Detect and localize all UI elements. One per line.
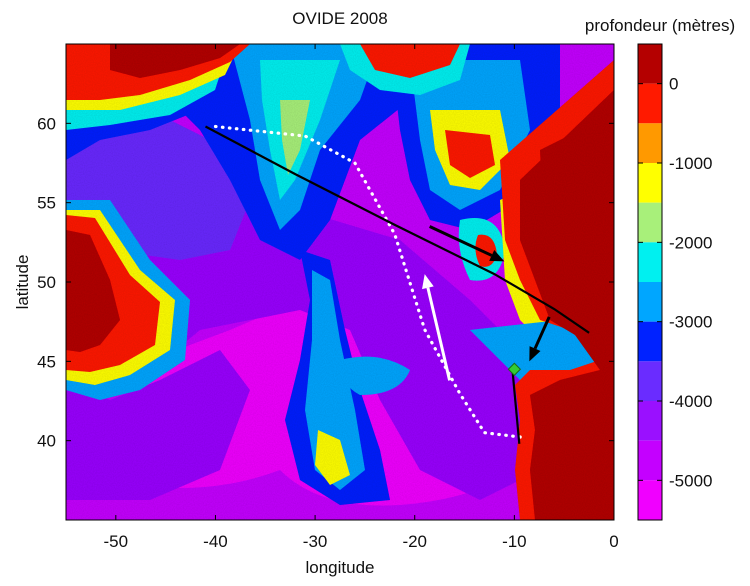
colorbar-band (638, 83, 662, 124)
y-axis-label: latitude (13, 255, 32, 310)
map-overlays (204, 124, 590, 444)
iceland-land (360, 44, 460, 78)
colorbar-band (638, 480, 662, 520)
ridge-top (280, 100, 310, 175)
flow-arrow-head (529, 346, 541, 362)
x-tick-label: -40 (203, 532, 228, 551)
flow-arrow (426, 287, 452, 381)
x-tick-label: -20 (402, 532, 427, 551)
dotted-track (213, 124, 526, 440)
colorbar-band (638, 44, 662, 84)
colorbar-tick-label: -5000 (669, 471, 712, 490)
colorbar-band (638, 361, 662, 401)
station-marker (507, 362, 522, 376)
x-tick-label: -10 (502, 532, 527, 551)
colorbar: 0 -1000 -2000 -3000 -4000 -5000 (637, 43, 712, 521)
coastal-segment (511, 369, 521, 444)
x-tick-label: -50 (104, 532, 129, 551)
flow-arrow-head (489, 250, 505, 262)
bathymetry-map (66, 44, 614, 520)
british-isles (540, 120, 614, 320)
y-tick-label: 55 (37, 194, 56, 213)
flow-arrow-head (422, 274, 434, 290)
colorbar-band (638, 202, 662, 243)
colorbar-band (638, 321, 662, 362)
flow-arrow (533, 316, 551, 350)
x-axis: -50 -40 -30 -20 -10 0 (104, 44, 619, 551)
colorbar-band (638, 163, 662, 203)
greenland-high (110, 44, 240, 78)
colorbar-tick-label: 0 (669, 75, 678, 94)
y-tick-label: 40 (37, 432, 56, 451)
colorbar-frame (637, 43, 663, 521)
y-tick-label: 45 (37, 352, 56, 371)
colorbar-label: profondeur (mètres) (585, 16, 735, 35)
north-america-high (66, 230, 120, 352)
colorbar-band (638, 401, 662, 441)
flow-arrow (429, 225, 493, 257)
colorbar-tick-label: -3000 (669, 313, 712, 332)
rockall-shallow (445, 130, 495, 178)
y-tick-label: 60 (37, 114, 56, 133)
x-axis-label: longitude (305, 558, 374, 577)
colorbar-band (638, 123, 662, 163)
colorbar-tick-label: -2000 (669, 233, 712, 252)
section-line (204, 125, 590, 334)
deep-basin-west (66, 350, 250, 500)
colorbar-band (638, 440, 662, 481)
ridge-south-peaks (315, 430, 350, 485)
x-tick-label: 0 (609, 532, 618, 551)
colorbar-tick-label: -1000 (669, 154, 712, 173)
y-tick-label: 50 (37, 273, 56, 292)
map-title: OVIDE 2008 (292, 9, 387, 28)
azores-plateau (340, 356, 410, 395)
y-axis: 40 45 50 55 60 (37, 114, 614, 451)
colorbar-band (638, 282, 662, 322)
x-tick-label: -30 (303, 532, 328, 551)
colorbar-tick-label: -4000 (669, 392, 712, 411)
colorbar-band (638, 242, 662, 282)
